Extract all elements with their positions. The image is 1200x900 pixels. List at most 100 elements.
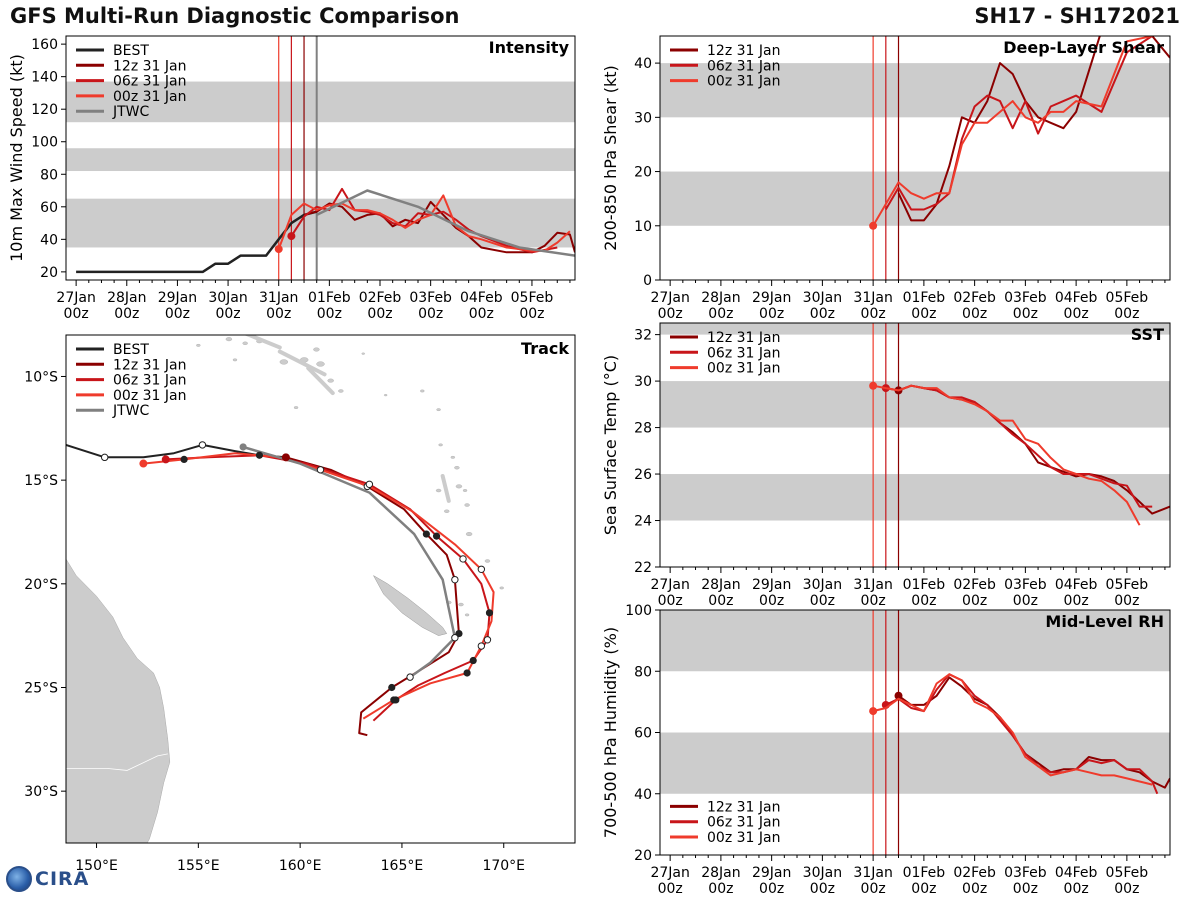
track-lon-label: 150°E bbox=[75, 858, 118, 874]
sst-xtick-date: 31Jan bbox=[853, 577, 892, 593]
sst-xtick-date: 27Jan bbox=[650, 577, 689, 593]
rh-xtick-hour: 00z bbox=[962, 881, 987, 897]
track-lat-label: 10°S bbox=[24, 369, 58, 385]
sst-xtick-hour: 00z bbox=[962, 593, 987, 609]
track-point-filled bbox=[432, 532, 441, 540]
shear-panel-title: Deep-Layer Shear bbox=[1003, 38, 1164, 57]
small-island bbox=[293, 406, 299, 409]
cira-logo-text: CIRA bbox=[35, 868, 90, 890]
intensity-ylabel: 10m Max Wind Speed (kt) bbox=[7, 54, 26, 262]
intensity-legend-label: 06z 31 Jan bbox=[113, 74, 186, 90]
intensity-legend-label: BEST bbox=[113, 43, 149, 59]
shear-ytick-label: 0 bbox=[643, 273, 652, 289]
small-island bbox=[242, 341, 248, 345]
shear-xtick-date: 03Feb bbox=[1004, 290, 1047, 306]
track-point-open bbox=[451, 575, 459, 584]
intensity-xtick-hour: 00z bbox=[317, 306, 342, 322]
sst-ytick-label: 22 bbox=[634, 560, 652, 576]
rh-xtick-date: 31Jan bbox=[853, 865, 892, 881]
rh-xtick-date: 01Feb bbox=[903, 865, 946, 881]
intensity-xtick-hour: 00z bbox=[367, 306, 392, 322]
small-island bbox=[465, 532, 473, 537]
track-point-filled bbox=[255, 451, 264, 459]
figure-title: GFS Multi-Run Diagnostic Comparison bbox=[10, 4, 460, 28]
track-point-filled bbox=[469, 656, 477, 665]
rh-ylabel: 700-500 hPa Humidity (%) bbox=[601, 627, 620, 838]
intensity-ytick-label: 80 bbox=[40, 167, 58, 183]
shear-series-line bbox=[872, 36, 1153, 227]
small-island bbox=[327, 378, 334, 383]
intensity-xtick-date: 01Feb bbox=[308, 290, 351, 306]
intensity-xtick-hour: 00z bbox=[114, 306, 139, 322]
intensity-xtick-hour: 00z bbox=[266, 306, 291, 322]
sst-shade-band bbox=[660, 381, 1170, 428]
sst-xtick-hour: 00z bbox=[1064, 593, 1089, 609]
intensity-series-line bbox=[316, 189, 575, 257]
shear-ylabel: 200-850 hPa Shear (kt) bbox=[601, 65, 620, 251]
intensity-xtick-hour: 00z bbox=[215, 306, 240, 322]
australia-landmass bbox=[66, 558, 171, 843]
sst-ylabel: Sea Surface Temp (°C) bbox=[601, 355, 620, 535]
track-point-open bbox=[483, 636, 492, 644]
rh-xtick-date: 28Jan bbox=[701, 865, 740, 881]
intensity-xtick-date: 31Jan bbox=[259, 290, 298, 306]
rh-run-start-marker bbox=[894, 691, 903, 700]
sst-legend-label: 00z 31 Jan bbox=[707, 361, 780, 377]
shear-xtick-hour: 00z bbox=[962, 306, 987, 322]
small-island bbox=[361, 352, 365, 355]
track-start-marker bbox=[281, 453, 290, 462]
track-point-open bbox=[100, 453, 109, 462]
rh-xtick-date: 29Jan bbox=[752, 865, 791, 881]
shear-xtick-date: 05Feb bbox=[1106, 290, 1149, 306]
island-chain bbox=[243, 335, 282, 350]
rh-shade-band bbox=[660, 610, 1170, 672]
sst-frame bbox=[659, 322, 1171, 568]
shear-ytick-label: 20 bbox=[634, 165, 652, 181]
small-island bbox=[196, 343, 201, 347]
sst-legend-label: 06z 31 Jan bbox=[707, 345, 780, 361]
state-border bbox=[66, 753, 168, 771]
track-legend-label: 06z 31 Jan bbox=[113, 373, 186, 389]
intensity-series-line bbox=[303, 200, 575, 254]
shear-xtick-hour: 00z bbox=[1064, 306, 1089, 322]
intensity-xtick-date: 05Feb bbox=[511, 290, 554, 306]
shear-xtick-date: 04Feb bbox=[1055, 290, 1098, 306]
rh-legend-label: 06z 31 Jan bbox=[707, 815, 780, 831]
rh-xtick-hour: 00z bbox=[708, 881, 733, 897]
small-island bbox=[438, 443, 443, 447]
track-point-open bbox=[406, 673, 414, 681]
intensity-ytick-label: 20 bbox=[40, 265, 58, 281]
intensity-panel: 2040608010012014016027Jan00z28Jan00z29Ja… bbox=[7, 35, 576, 322]
track-lat-label: 30°S bbox=[24, 784, 58, 800]
small-island bbox=[455, 484, 463, 489]
intensity-xtick-hour: 00z bbox=[418, 306, 443, 322]
intensity-ytick-label: 160 bbox=[31, 37, 58, 53]
shear-xtick-hour: 00z bbox=[1013, 306, 1038, 322]
small-island bbox=[454, 466, 460, 470]
track-point-open bbox=[477, 565, 486, 574]
shear-xtick-date: 31Jan bbox=[853, 290, 892, 306]
track-lat-label: 25°S bbox=[24, 680, 58, 696]
rh-xtick-date: 03Feb bbox=[1004, 865, 1047, 881]
small-island bbox=[462, 489, 468, 492]
intensity-panel-title: Intensity bbox=[489, 38, 570, 57]
shear-legend-label: 12z 31 Jan bbox=[707, 43, 780, 59]
intensity-xtick-date: 28Jan bbox=[107, 290, 146, 306]
shear-xtick-date: 02Feb bbox=[953, 290, 996, 306]
shear-run-start-marker bbox=[869, 221, 878, 230]
track-point-open bbox=[365, 480, 374, 488]
shear-xtick-date: 01Feb bbox=[903, 290, 946, 306]
track-lon-label: 170°E bbox=[482, 858, 525, 874]
rh-xtick-date: 05Feb bbox=[1106, 865, 1149, 881]
storm-id-title: SH17 - SH172021 bbox=[974, 4, 1180, 28]
rh-xtick-date: 27Jan bbox=[650, 865, 689, 881]
island-chain bbox=[277, 349, 327, 377]
shear-ytick-label: 40 bbox=[634, 56, 652, 72]
rh-ytick-label: 80 bbox=[634, 664, 652, 680]
sst-panel-title: SST bbox=[1131, 325, 1164, 344]
track-panel: 10°S 15°S 20°S 25°S 30°S 150°E 155°E 160°E 165°E… bbox=[24, 334, 576, 874]
small-island bbox=[232, 358, 238, 362]
shear-ytick-label: 30 bbox=[634, 110, 652, 126]
shear-shade-band bbox=[660, 63, 1170, 118]
sst-series-line bbox=[872, 384, 1141, 526]
